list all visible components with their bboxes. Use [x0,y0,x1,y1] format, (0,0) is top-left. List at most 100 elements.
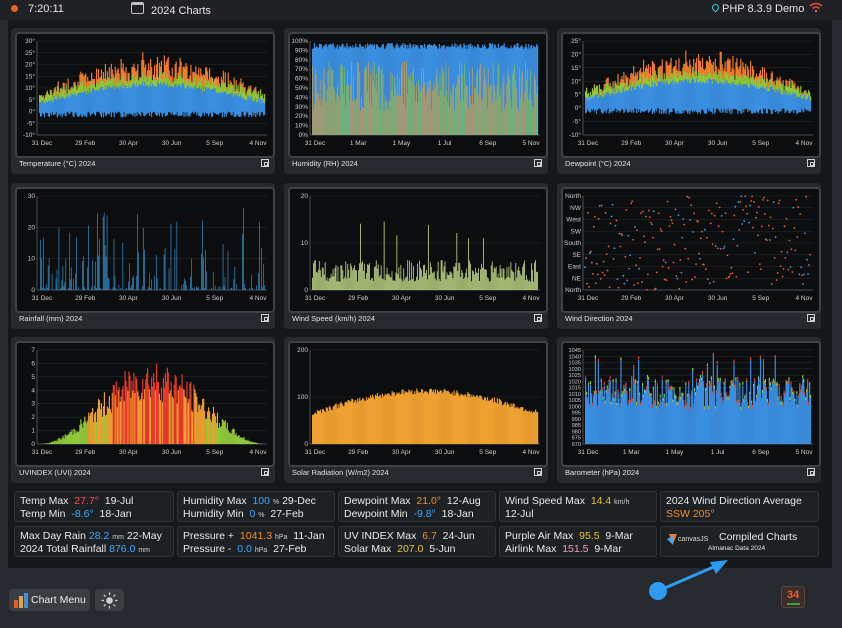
series-bar [802,378,804,444]
fullscreen-icon[interactable] [807,159,815,167]
series-bar [534,262,535,290]
series-bar [706,83,709,109]
series-bar [807,93,809,99]
series-bar [207,89,209,114]
series-bar [457,74,459,135]
series-bar [600,381,602,444]
series-bar [648,391,651,395]
series-bar [774,355,776,444]
series-point [772,201,775,204]
compiled-charts-box[interactable]: canvasJS Compiled Charts Almanac Data 20… [660,526,819,557]
series-bar [734,80,736,86]
series-bar [479,47,481,135]
series-bar [462,73,463,135]
series-bar [254,88,256,91]
x-tick-label: 1 Jul [438,140,452,147]
fullscreen-icon[interactable] [807,468,815,476]
series-bar [512,271,514,290]
series-bar [214,416,217,444]
series-bar [640,402,642,406]
barometer-chart[interactable]: 1045 1040 1035 1030 1025 1020 1015 1010 1005 1000… [561,341,821,467]
fullscreen-icon[interactable] [807,314,815,322]
series-bar [800,94,802,113]
series-bar [737,66,739,80]
x-tick-label: 5 Sep [206,295,223,302]
series-bar [633,368,635,444]
series-bar [497,273,499,290]
series-bar [648,394,651,444]
temperature-chart[interactable]: 30° 25° 20° 15° 10° 5° 0° -5° -10° 31 Dec 29 Feb 30… [15,32,275,158]
series-bar [664,403,666,444]
series-bar [226,422,228,444]
series-bar [609,375,611,379]
series-bar [641,72,644,84]
x-tick-label: 31 Dec [578,295,599,302]
series-bar [511,48,513,135]
series-bar [350,84,351,135]
series-bar [247,88,249,93]
series-bar [705,383,708,387]
fullscreen-icon[interactable] [534,314,542,322]
series-bar [723,381,725,385]
series-bar [706,367,709,444]
y-tick-label: 985 [572,423,581,429]
series-bar [627,91,629,113]
series-bar [208,79,210,82]
wind-speed-chart[interactable]: 20 10 0 31 Dec 29 Feb 30 Apr 30 Jun 5 Sep 4 Nov [288,187,548,313]
series-bar [93,422,95,444]
series-bar [44,95,47,97]
series-bar [719,378,721,444]
series-bar [70,87,72,90]
series-bar [91,72,93,82]
series-bar [626,82,628,91]
series-bar [775,80,777,91]
rainfall-chart[interactable]: 30 20 10 0 31 Dec 29 Feb 30 Apr 30 Jun 5 Sep 4 No… [15,187,275,313]
fullscreen-icon[interactable] [261,314,269,322]
series-bar [422,45,424,135]
series-bar [225,88,227,94]
series-point [697,220,699,223]
series-bar [685,71,687,79]
chart-menu-button[interactable]: Chart Menu [9,589,90,611]
fullscreen-icon[interactable] [261,468,269,476]
series-bar [78,85,80,87]
series-bar [244,284,245,290]
series-bar [208,407,210,444]
series-point [766,199,769,202]
series-bar [157,80,160,84]
bar-chart-icon [14,593,28,608]
series-bar [747,405,749,444]
weather-badge[interactable]: 34 [781,586,805,608]
series-bar [217,93,220,115]
theme-toggle-button[interactable] [95,589,124,611]
fullscreen-icon[interactable] [534,159,542,167]
series-bar [468,238,470,290]
series-bar [219,427,221,444]
series-bar [232,91,234,97]
humidity-chart[interactable]: 100% 90% 80% 70% 60% 50% 40% 30% 20% 10% 0% 31 Dec 1… [288,32,548,158]
series-bar [402,62,403,136]
series-point [758,205,760,208]
uv-index-chart[interactable]: 7 6 5 4 3 2 1 0 31 Dec 29 Feb 30 Apr 30 Jun 5 Sep 4 N… [15,341,275,467]
dewpoint-chart[interactable]: 25° 20° 15° 10° 5° 0° -5° -10° 31 Dec 29 Feb 30 Ap… [561,32,821,158]
wind-direction-chart[interactable]: North NW West SW South SE East NE North 31 Dec 29 … [561,187,821,313]
series-bar [694,82,696,112]
series-bar [749,395,751,444]
series-bar [247,95,249,113]
series-bar [659,394,661,398]
fullscreen-icon[interactable] [261,159,269,167]
series-bar [720,71,722,83]
series-bar [698,82,701,113]
solar-radiation-chart[interactable]: 200 100 0 31 Dec 29 Feb 30 Apr 30 Jun 5 Sep 4 No… [288,341,548,467]
series-bar [802,92,804,95]
series-bar [631,91,633,113]
series-bar [746,380,748,444]
series-bar [801,384,803,388]
series-point [660,230,663,232]
fullscreen-icon[interactable] [534,468,542,476]
series-bar [233,77,235,87]
series-bar [426,392,429,444]
x-tick-label: 5 Sep [752,295,769,302]
series-bar [137,391,139,444]
series-bar [637,384,639,444]
